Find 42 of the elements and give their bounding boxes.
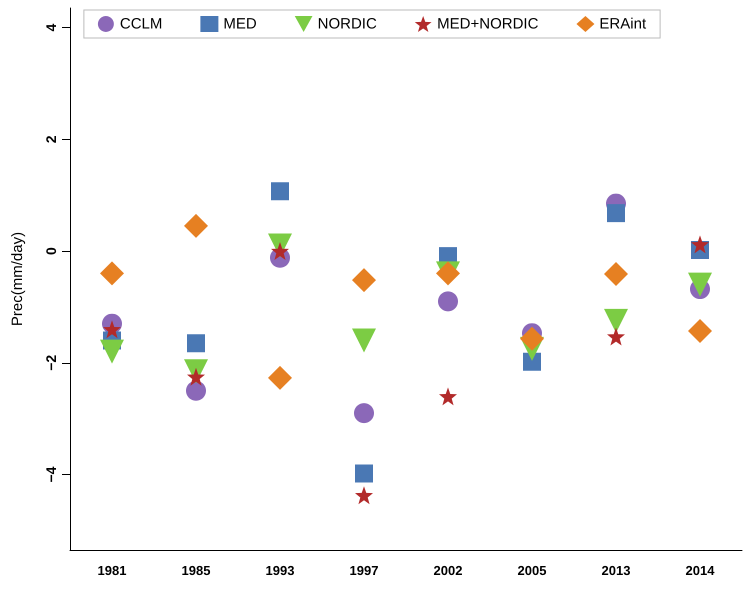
point bbox=[186, 380, 206, 401]
point bbox=[439, 387, 457, 406]
x-tick-label: 2014 bbox=[686, 563, 716, 578]
point bbox=[688, 318, 712, 343]
x-tick-label: 1985 bbox=[182, 563, 210, 578]
point bbox=[268, 366, 292, 390]
x-tick-label: 1997 bbox=[350, 563, 378, 578]
y-axis-title: Prec(mm/day) bbox=[9, 232, 26, 326]
point bbox=[604, 262, 628, 286]
point bbox=[103, 320, 121, 338]
y-tick-label: 2 bbox=[43, 135, 59, 144]
y-tick-label: 4 bbox=[43, 23, 59, 32]
x-tick-label: 1993 bbox=[266, 563, 294, 578]
point bbox=[352, 328, 376, 352]
point bbox=[184, 214, 208, 238]
point bbox=[354, 403, 374, 424]
point bbox=[187, 334, 205, 352]
y-tick-label: −2 bbox=[43, 354, 59, 371]
point bbox=[607, 204, 625, 222]
point bbox=[691, 235, 709, 254]
point bbox=[607, 328, 625, 346]
legend-label: ERAint bbox=[599, 16, 647, 32]
legend-label: MED bbox=[223, 16, 257, 32]
point bbox=[100, 261, 124, 286]
x-tick-label: 1981 bbox=[98, 563, 126, 578]
point bbox=[438, 291, 458, 312]
point bbox=[355, 486, 373, 504]
y-tick-label: 0 bbox=[43, 246, 59, 255]
legend-label: MED+NORDIC bbox=[437, 16, 539, 32]
point bbox=[688, 272, 712, 297]
point bbox=[604, 308, 628, 333]
point bbox=[520, 326, 544, 351]
point bbox=[100, 340, 124, 364]
legend-label: NORDIC bbox=[318, 16, 377, 32]
x-tick-label: 2005 bbox=[518, 563, 546, 578]
legend-label: CCLM bbox=[120, 16, 162, 32]
y-tick-label: −4 bbox=[43, 466, 59, 483]
x-tick-label: 2002 bbox=[434, 563, 462, 578]
point bbox=[352, 268, 376, 292]
x-tick-label: 2013 bbox=[602, 563, 630, 578]
point bbox=[355, 464, 373, 482]
point bbox=[271, 182, 289, 200]
